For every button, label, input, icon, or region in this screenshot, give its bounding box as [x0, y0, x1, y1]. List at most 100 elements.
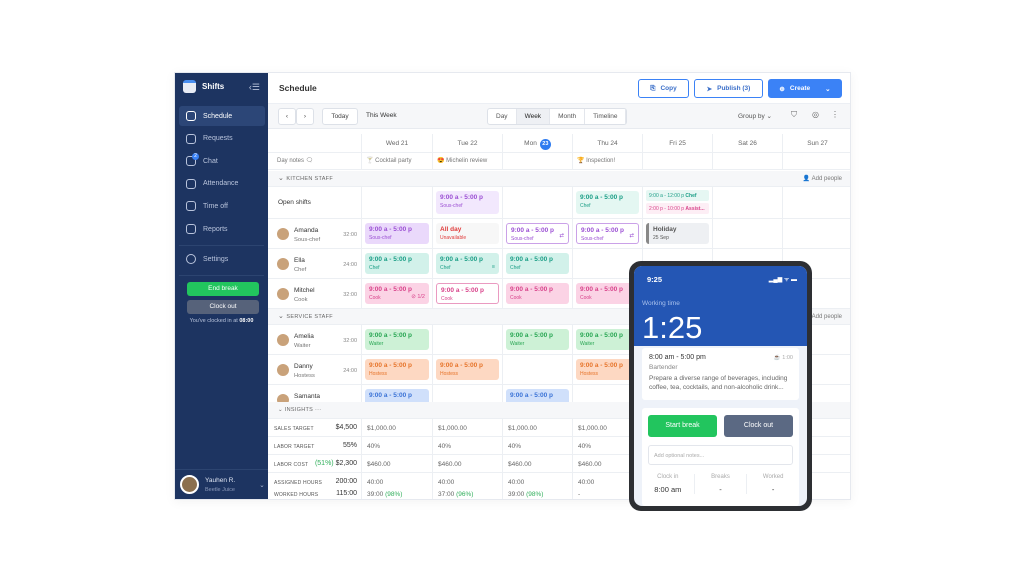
day-cell[interactable]: Holiday 25 Sep — [642, 219, 712, 248]
clock-out-button[interactable]: Clock out — [187, 300, 259, 314]
shift-block[interactable]: 9:00 a - 5:00 p Waiter — [576, 329, 639, 350]
notes-input[interactable]: Add optional notes... — [648, 445, 793, 465]
day-cell[interactable] — [432, 385, 502, 414]
employee[interactable]: Amelia Waiter 32:00 — [268, 325, 361, 355]
sidebar-item-time-off[interactable]: Time off — [179, 196, 265, 216]
day-cell[interactable]: 9:00 a - 5:00 p Sous-chef — [361, 219, 432, 248]
more-icon[interactable]: ··· — [313, 407, 322, 413]
shift-block[interactable]: 9:00 a - 5:00 p Cook — [576, 283, 639, 304]
day-cell[interactable] — [572, 249, 642, 278]
view-day[interactable]: Day — [488, 109, 517, 124]
filter-icon[interactable]: ⛉ — [791, 110, 797, 119]
day-cell[interactable]: 9:00 a - 12:00 p Chef 2:00 p - 10:00 p As… — [642, 187, 712, 218]
sidebar-item-chat[interactable]: 2 Chat — [179, 151, 265, 171]
day-cell[interactable] — [502, 187, 572, 218]
employee[interactable]: Ella Chef 24:00 — [268, 249, 361, 279]
day-note[interactable] — [642, 153, 712, 169]
view-week[interactable]: Week — [516, 109, 551, 124]
day-cell[interactable]: 9:00 a - 5:00 p Waiter — [502, 325, 572, 354]
shift-block[interactable]: All day Unavailable — [436, 223, 499, 244]
next-week-button[interactable]: › — [296, 108, 314, 125]
shift-block[interactable]: 9:00 a - 12:00 p Chef — [646, 190, 709, 201]
day-cell[interactable]: 9:00 a - 5:00 p Sous-chef — [432, 187, 502, 218]
prev-week-button[interactable]: ‹ — [278, 108, 296, 125]
sidebar-item-schedule[interactable]: Schedule — [179, 106, 265, 126]
day-cell[interactable]: 9:00 a - 5:00 p Cook — [572, 279, 642, 308]
chevron-down-icon[interactable]: ⌄ — [259, 481, 265, 489]
user-menu[interactable]: Yauhen R. Beetle Juice ⌄ — [180, 475, 265, 494]
more-icon[interactable]: ⋮ — [831, 110, 839, 119]
shift-block[interactable]: 9:00 a - 5:00 p Sous-chef — [365, 223, 429, 244]
shift-block[interactable]: 9:00 a - 5:00 p Sous-chef ⇄ — [506, 223, 569, 244]
day-cell[interactable]: 9:00 a - 5:00 p Hostess — [432, 355, 502, 384]
group-by-dropdown[interactable]: Group by ⌄ — [738, 113, 773, 120]
shift-block[interactable]: 9:00 a - 5:00 p Hostess — [365, 359, 429, 380]
day-cell[interactable]: 9:00 a - 5:00 p Hostess — [361, 355, 432, 384]
employee[interactable]: Amanda Sous-chef 32:00 — [268, 219, 361, 249]
copy-button[interactable]: ⎘ Copy — [638, 79, 689, 98]
day-note[interactable] — [502, 153, 572, 169]
day-cell[interactable] — [361, 187, 432, 218]
add-people-button[interactable]: 👤 Add people — [802, 314, 842, 320]
shift-block[interactable]: 9:00 a - 5:00 p Hostess — [436, 359, 499, 380]
shift-block[interactable]: 9:00 a - 5:00 p Hostess — [576, 359, 639, 380]
sidebar-item-attendance[interactable]: Attendance — [179, 174, 265, 194]
create-button[interactable]: ⊕ Create ⌄ — [768, 79, 842, 98]
shift-block[interactable]: 9:00 a - 5:00 p Cook ⊘ 1/2 — [365, 283, 429, 304]
today-button[interactable]: Today — [322, 108, 358, 125]
shift-block[interactable]: 9:00 a - 5:00 p Chef — [576, 191, 639, 214]
day-cell[interactable] — [502, 355, 572, 384]
day-cell[interactable] — [782, 219, 850, 248]
day-cell[interactable]: 9:00 a - 5:00 p Sous-chef ⇄ — [502, 219, 572, 248]
day-cell[interactable]: 9:00 a - 5:00 p Cook — [432, 279, 502, 308]
day-cell[interactable]: 9:00 a - 5:00 p Hostess — [572, 355, 642, 384]
collapse-sidebar-icon[interactable]: ‹☰ — [248, 82, 260, 92]
day-cell[interactable] — [712, 219, 782, 248]
chevron-down-icon[interactable]: ⌄ — [278, 407, 285, 413]
add-people-button[interactable]: 👤 Add people — [802, 176, 842, 182]
day-cell[interactable] — [782, 187, 850, 218]
day-cell[interactable] — [432, 325, 502, 354]
shift-block[interactable]: 9:00 a - 5:00 p Sous-chef — [436, 191, 499, 214]
start-break-button[interactable]: Start break — [648, 415, 717, 437]
sidebar-item-settings[interactable]: Settings — [179, 249, 265, 269]
employee[interactable]: Mitchel Cook 32:00 — [268, 279, 361, 309]
view-timeline[interactable]: Timeline — [585, 109, 627, 124]
chevron-down-icon[interactable]: ⌄ — [825, 85, 831, 93]
day-note[interactable]: 🍸 Cocktail party — [361, 153, 432, 169]
view-month[interactable]: Month — [550, 109, 586, 124]
day-cell[interactable]: 9:00 a - 5:00 p Chef — [502, 249, 572, 278]
day-cell[interactable]: 9:00 a - 5:00 p Chef — [361, 249, 432, 278]
day-cell[interactable]: 9:00 a - 5:00 p Cook ⊘ 1/2 — [361, 279, 432, 308]
chevron-down-icon[interactable]: ⌄ — [278, 313, 287, 320]
day-note[interactable]: 🏆 Inspection! — [572, 153, 642, 169]
day-cell[interactable]: 9:00 a - 5:00 p Cook — [502, 279, 572, 308]
shift-block[interactable]: 9:00 a - 5:00 p Waiter — [365, 329, 429, 350]
day-cell[interactable]: All day Unavailable — [432, 219, 502, 248]
shift-block[interactable]: 9:00 a - 5:00 p Chef — [506, 253, 569, 274]
day-note[interactable] — [782, 153, 850, 169]
day-cell[interactable] — [712, 187, 782, 218]
clock-out-button[interactable]: Clock out — [724, 415, 793, 437]
day-cell[interactable]: 9:00 a - 5:00 p Chef — [572, 187, 642, 218]
shift-block[interactable]: 9:00 a - 5:00 p Chef ≡ — [436, 253, 499, 274]
publish-button[interactable]: ➤ Publish (3) — [694, 79, 763, 98]
end-break-button[interactable]: End break — [187, 282, 259, 296]
day-cell[interactable]: 9:00 a - 5:00 p Waiter — [572, 325, 642, 354]
employee[interactable]: Danny Hostess 24:00 — [268, 355, 361, 385]
shift-block[interactable]: 9:00 a - 5:00 p Waiter — [506, 329, 569, 350]
day-note[interactable] — [712, 153, 782, 169]
shift-block[interactable]: 2:00 p - 10:00 p Assist... — [646, 203, 709, 214]
day-cell[interactable]: 9:00 a - 5:00 p Chef ≡ — [432, 249, 502, 278]
chevron-down-icon[interactable]: ⌄ — [278, 175, 287, 182]
shift-block[interactable]: Holiday 25 Sep — [646, 223, 709, 244]
sidebar-item-requests[interactable]: Requests — [179, 129, 265, 149]
day-cell[interactable]: 9:00 a - 5:00 p Waiter — [361, 325, 432, 354]
shift-block[interactable]: 9:00 a - 5:00 p Chef — [365, 253, 429, 274]
day-note[interactable]: 😍 Michelin review — [432, 153, 502, 169]
day-cell[interactable] — [572, 385, 642, 414]
shift-block[interactable]: 9:00 a - 5:00 p Cook — [436, 283, 499, 304]
shift-block[interactable]: 9:00 a - 5:00 p Sous-chef ⇄ — [576, 223, 639, 244]
day-cell[interactable]: 9:00 a - 5:00 p Sous-chef ⇄ — [572, 219, 642, 248]
palette-icon[interactable]: ◎ — [812, 110, 819, 119]
